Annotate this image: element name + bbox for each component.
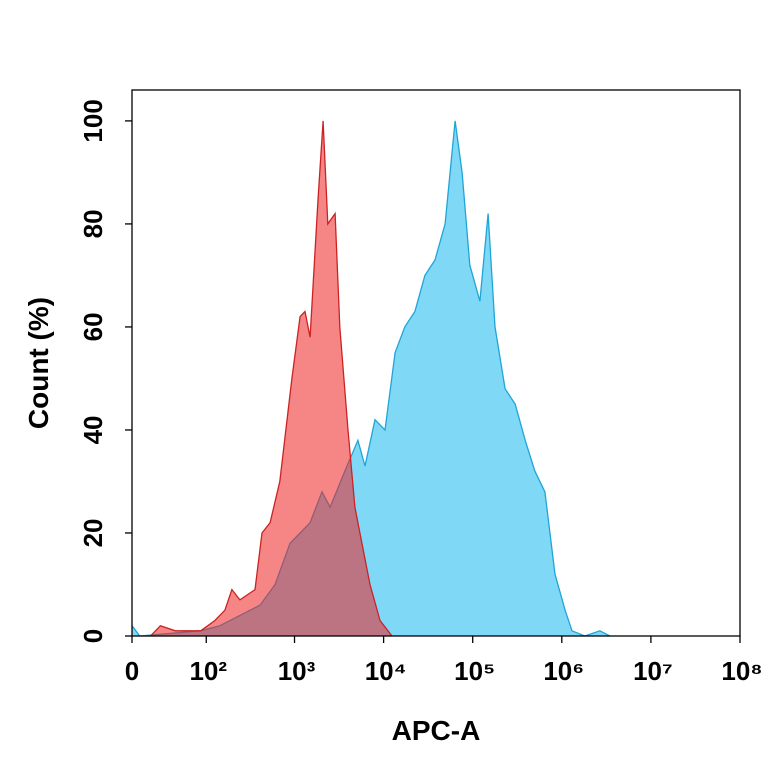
y-tick-label: 100: [78, 99, 108, 142]
y-tick-label: 60: [78, 312, 108, 341]
area: [150, 120, 393, 636]
x-tick-label: 10⁵: [454, 656, 495, 686]
y-tick-label: 0: [78, 629, 108, 643]
x-tick-label: 10⁸: [721, 656, 762, 686]
y-tick-label: 80: [78, 209, 108, 238]
plot-frame: [131, 89, 741, 637]
x-tick-label: 10³: [278, 656, 316, 686]
area: [132, 120, 610, 636]
x-axis-label: APC-A: [392, 715, 481, 746]
y-tick-label: 40: [78, 416, 108, 445]
y-axis-label: Count (%): [23, 297, 54, 429]
x-tick-label: 10⁷: [633, 656, 673, 686]
x-tick-label: 0: [125, 656, 139, 686]
x-tick-label: 10⁶: [543, 656, 584, 686]
y-tick-label: 20: [78, 519, 108, 548]
line: [150, 120, 393, 637]
x-tick-label: 10²: [189, 656, 227, 686]
x-tick-label: 10⁴: [365, 656, 407, 686]
